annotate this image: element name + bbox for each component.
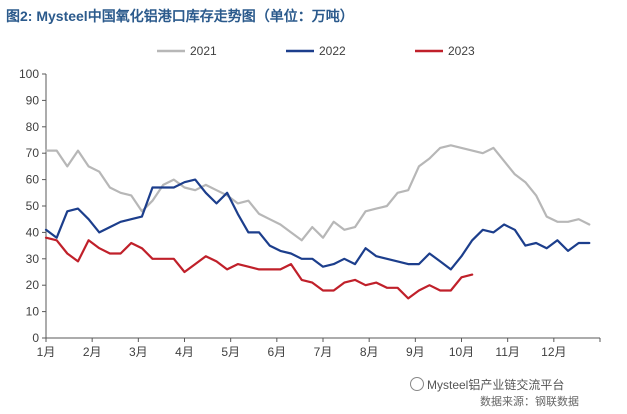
legend-label-2023: 2023 (448, 44, 475, 58)
x-tick-label: 1月 (37, 345, 56, 359)
legend-label-2022: 2022 (319, 44, 346, 58)
y-tick-label: 50 (26, 199, 40, 213)
x-tick-label: 2月 (83, 345, 102, 359)
x-tick-label: 4月 (175, 345, 194, 359)
source-note: 数据来源：钢联数据 (480, 396, 579, 408)
x-tick-label: 9月 (406, 345, 425, 359)
y-tick-label: 60 (26, 173, 40, 187)
y-tick-label: 30 (26, 252, 40, 266)
series-lines (44, 144, 591, 300)
x-axis-ticks: 1月 2月 3月 4月 5月 6月 7月 8月 9月 10月 11月 12月 (37, 338, 601, 359)
series-line-2023 (44, 236, 474, 300)
watermark: Mysteel铝产业链交流平台 (410, 376, 564, 393)
x-tick-label: 8月 (360, 345, 379, 359)
y-tick-label: 40 (26, 225, 40, 239)
y-tick-label: 10 (26, 305, 40, 319)
watermark-text: Mysteel铝产业链交流平台 (427, 378, 565, 392)
y-tick-label: 90 (26, 93, 40, 107)
y-tick-label: 80 (26, 120, 40, 134)
x-tick-label: 10月 (449, 345, 474, 359)
legend-label-2021: 2021 (190, 44, 217, 58)
legend: 2021 2022 2023 (157, 44, 475, 58)
x-tick-label: 11月 (495, 345, 519, 359)
series-line-2021 (44, 144, 591, 242)
series-line-2022 (44, 178, 591, 271)
chart-title: 图2: Mysteel中国氧化铝港口库存走势图（单位：万吨） (6, 8, 354, 24)
x-tick-label: 7月 (314, 345, 333, 359)
x-tick-label: 3月 (129, 345, 148, 359)
x-tick-label: 5月 (221, 345, 240, 359)
y-tick-label: 20 (26, 278, 40, 292)
wechat-icon (410, 377, 424, 391)
x-tick-label: 6月 (267, 345, 286, 359)
y-tick-label: 0 (32, 331, 39, 345)
x-tick-label: 12月 (541, 345, 566, 359)
chart-axes (45, 74, 600, 339)
y-tick-label: 100 (19, 67, 39, 81)
y-tick-label: 70 (26, 146, 40, 160)
y-axis-ticks: 0 10 20 30 40 50 60 70 80 90 100 (19, 67, 46, 345)
